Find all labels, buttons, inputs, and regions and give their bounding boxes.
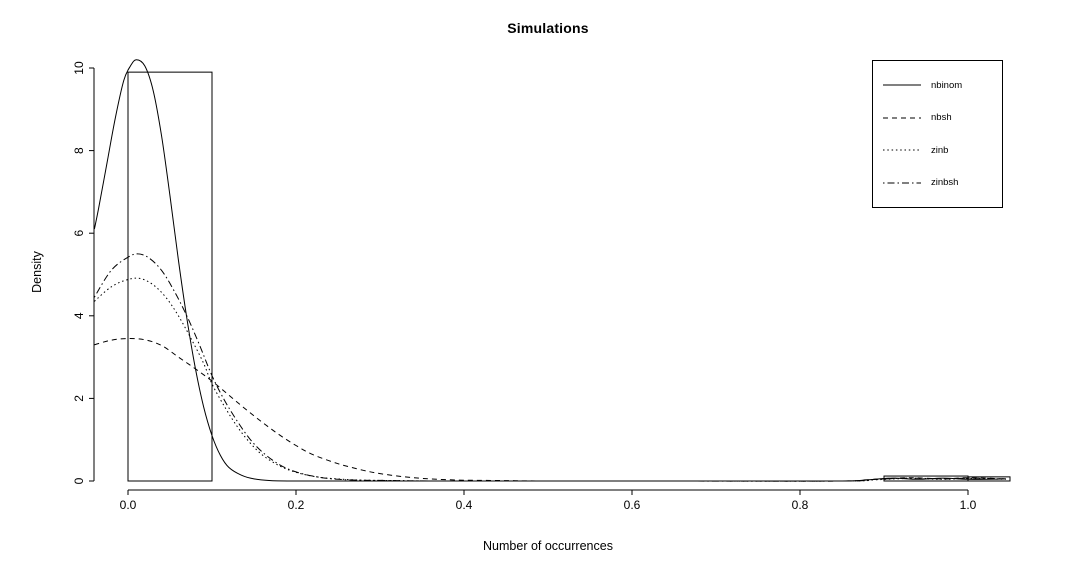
line-style-sample [883, 84, 921, 86]
legend-box: nbinom nbsh zinb zinbsh [872, 60, 1003, 208]
series-line-zinbsh [93, 253, 1006, 482]
x-tick-label: 0.6 [624, 498, 641, 512]
legend-entry: nbsh [882, 112, 998, 123]
legend-entry: zinb [882, 145, 998, 156]
y-tick-label: 8 [72, 147, 86, 154]
y-tick-label: 2 [72, 395, 86, 402]
series-line-zinb [94, 277, 1006, 482]
legend-entry: nbinom [882, 80, 998, 91]
plot-area [93, 59, 1011, 482]
y-tick-label: 0 [72, 477, 86, 484]
x-tick-label: 1.0 [960, 498, 977, 512]
legend-entry: zinbsh [882, 177, 998, 188]
series-line-nbsh [94, 337, 1006, 482]
series-line-nbinom [93, 59, 1006, 482]
histogram-bar [127, 71, 213, 482]
line-style-sample [883, 149, 921, 151]
x-tick-label: 0.8 [792, 498, 809, 512]
y-tick-label: 10 [72, 61, 86, 75]
y-tick-label: 4 [72, 312, 86, 319]
legend-label: nbinom [931, 79, 963, 91]
x-axis-label: Number of occurrences [483, 539, 613, 553]
legend-label: zinbsh [931, 177, 959, 189]
legend-label: nbsh [931, 112, 952, 124]
y-tick-label: 6 [72, 230, 86, 237]
legend-label: zinb [931, 144, 949, 156]
line-style-sample [883, 117, 921, 119]
y-axis-label: Density [30, 251, 44, 293]
x-tick-label: 0.2 [288, 498, 305, 512]
x-tick-label: 0.0 [120, 498, 137, 512]
line-style-sample [883, 182, 921, 184]
x-tick-label: 0.4 [456, 498, 473, 512]
chart-title: Simulations [507, 20, 589, 36]
